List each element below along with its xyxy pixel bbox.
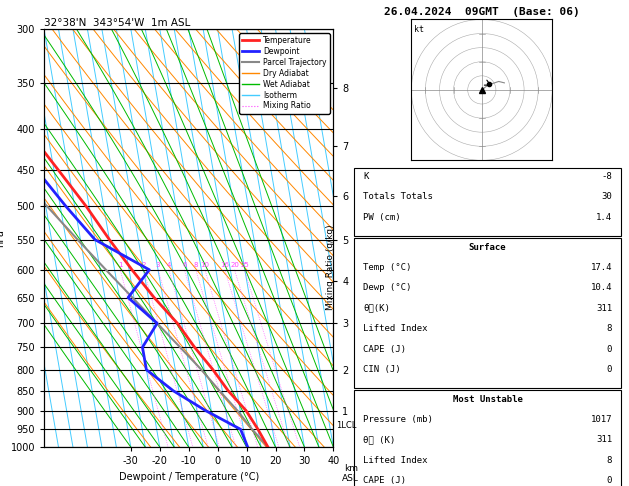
Text: km
ASL: km ASL [342, 464, 359, 483]
Bar [355, 390, 620, 486]
Text: 311: 311 [596, 435, 612, 445]
Bar [355, 238, 620, 388]
Text: 4: 4 [167, 261, 171, 268]
Text: CAPE (J): CAPE (J) [363, 345, 406, 354]
Text: 3: 3 [156, 261, 160, 268]
Text: Temp (°C): Temp (°C) [363, 263, 411, 272]
Text: 8: 8 [606, 324, 612, 333]
Bar [355, 168, 620, 236]
Text: Most Unstable: Most Unstable [452, 395, 523, 404]
Text: Lifted Index: Lifted Index [363, 456, 428, 465]
X-axis label: Dewpoint / Temperature (°C): Dewpoint / Temperature (°C) [119, 472, 259, 482]
Text: 1LCL: 1LCL [337, 421, 357, 430]
Text: Lifted Index: Lifted Index [363, 324, 428, 333]
Y-axis label: hPa: hPa [0, 229, 5, 247]
Legend: Temperature, Dewpoint, Parcel Trajectory, Dry Adiabat, Wet Adiabat, Isotherm, Mi: Temperature, Dewpoint, Parcel Trajectory… [239, 33, 330, 114]
Text: Pressure (mb): Pressure (mb) [363, 415, 433, 424]
Text: θᴜ(K): θᴜ(K) [363, 304, 390, 313]
Text: 8: 8 [194, 261, 198, 268]
Text: 1.4: 1.4 [596, 213, 612, 222]
Text: 20: 20 [230, 261, 239, 268]
Text: 0: 0 [606, 476, 612, 486]
Text: © weatheronline.co.uk: © weatheronline.co.uk [435, 472, 540, 481]
Text: Dewp (°C): Dewp (°C) [363, 283, 411, 293]
Text: 2: 2 [142, 261, 146, 268]
Text: 16: 16 [220, 261, 230, 268]
Text: PW (cm): PW (cm) [363, 213, 401, 222]
Text: 0: 0 [606, 365, 612, 374]
Text: 17.4: 17.4 [591, 263, 612, 272]
Text: Surface: Surface [469, 243, 506, 252]
Text: Mixing Ratio (g/kg): Mixing Ratio (g/kg) [326, 225, 335, 310]
Text: 30: 30 [601, 192, 612, 202]
Text: Totals Totals: Totals Totals [363, 192, 433, 202]
Text: CAPE (J): CAPE (J) [363, 476, 406, 486]
Text: 32°38'N  343°54'W  1m ASL: 32°38'N 343°54'W 1m ASL [44, 18, 191, 28]
Text: K: K [363, 172, 369, 181]
Text: CIN (J): CIN (J) [363, 365, 401, 374]
Text: 8: 8 [606, 456, 612, 465]
Text: -8: -8 [601, 172, 612, 181]
Text: 10.4: 10.4 [591, 283, 612, 293]
Text: θᴜ (K): θᴜ (K) [363, 435, 395, 445]
Text: 25: 25 [240, 261, 249, 268]
Text: 6: 6 [182, 261, 187, 268]
Text: 10: 10 [201, 261, 209, 268]
Text: 1: 1 [118, 261, 123, 268]
Text: 0: 0 [606, 345, 612, 354]
Text: 311: 311 [596, 304, 612, 313]
Text: 26.04.2024  09GMT  (Base: 06): 26.04.2024 09GMT (Base: 06) [384, 7, 580, 17]
Text: 1017: 1017 [591, 415, 612, 424]
